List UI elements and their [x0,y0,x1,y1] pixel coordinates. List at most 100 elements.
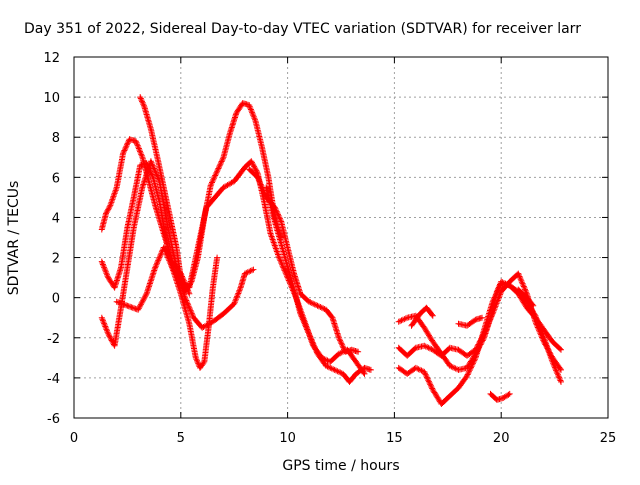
data-point [239,286,242,289]
data-point [397,347,400,349]
data-point [299,312,302,315]
x-tick-label: 25 [600,431,617,446]
data-point [101,260,103,263]
data-point [423,371,426,373]
y-tick-label: -6 [47,412,60,427]
data-point [410,324,413,327]
data-point [126,304,129,307]
series-track-7 [263,184,374,385]
data-point [107,276,109,279]
data-point [423,345,426,347]
data-point [197,246,199,249]
data-point [165,236,167,239]
series-track-3 [98,158,257,349]
data-point [244,272,246,275]
data-point [154,204,156,207]
data-point [432,349,434,351]
data-point [256,176,259,179]
data-point [308,333,310,335]
data-point [241,102,244,104]
data-point [233,302,235,305]
data-point [195,357,197,359]
data-point [188,322,191,325]
data-point [141,156,144,159]
data-point [449,365,451,367]
data-point [560,349,562,351]
data-point [449,347,451,349]
data-point [212,286,214,289]
y-tick-label: 12 [43,51,60,66]
data-point [449,395,451,397]
data-point [440,355,443,357]
data-point [162,246,165,249]
data-point [344,351,347,353]
data-point [432,341,434,343]
data-point [316,353,319,355]
data-point [534,314,537,317]
series-track-13 [487,390,513,403]
data-point [526,306,528,309]
data-point [466,324,468,327]
data-point [355,373,357,375]
data-point [333,369,336,371]
data-point [150,128,152,130]
data-point [282,250,285,253]
y-tick-labels: -6 -4 -2 0 2 4 6 8 10 12 [43,51,60,427]
data-point [517,288,520,291]
data-point [248,168,250,171]
data-point [133,226,135,229]
x-tick-label: 0 [70,431,78,446]
data-point [143,106,146,108]
data-point [169,216,171,219]
chart-title: Day 351 of 2022, Sidereal Day-to-day VTE… [24,21,581,37]
data-point [148,180,150,183]
plus-markers [487,390,513,403]
x-tick-label: 15 [386,431,403,446]
data-point [113,345,116,347]
data-point [167,226,169,229]
data-point [338,353,340,355]
data-point [432,389,434,391]
data-point [201,327,203,329]
data-point [101,228,103,231]
x-tick-label: 20 [493,431,510,446]
data-point [355,361,357,363]
x-tick-labels: 0 5 10 15 20 25 [70,431,616,446]
x-tick-label: 10 [279,431,296,446]
x-axis-title: GPS time / hours [282,458,399,474]
data-point [156,156,159,159]
data-point [551,361,554,363]
data-point [500,282,503,285]
data-point [233,180,235,183]
series-track-12 [455,314,485,329]
data-point [325,308,327,311]
data-point [133,196,135,199]
data-point [331,316,334,319]
data-point [267,176,270,179]
data-point [188,286,191,289]
y-axis-title: SDTVAR / TECUs [6,181,22,296]
y-tick-label: 2 [52,252,60,267]
data-point [162,186,165,189]
data-point [126,266,129,269]
data-point [457,387,460,389]
data-point [397,320,400,323]
data-point [560,381,562,383]
data-point [425,306,428,309]
y-tick-label: 8 [52,131,60,146]
ticks [73,56,609,419]
data-point [325,365,327,367]
data-point [269,232,272,235]
data-point [222,156,225,159]
data-point [474,357,477,359]
data-point [261,146,263,149]
data-point [105,212,107,215]
data-point [280,220,283,223]
data-point [128,138,131,140]
data-point [152,176,154,179]
data-point [397,367,400,369]
data-point [122,152,124,155]
data-point [199,367,201,369]
